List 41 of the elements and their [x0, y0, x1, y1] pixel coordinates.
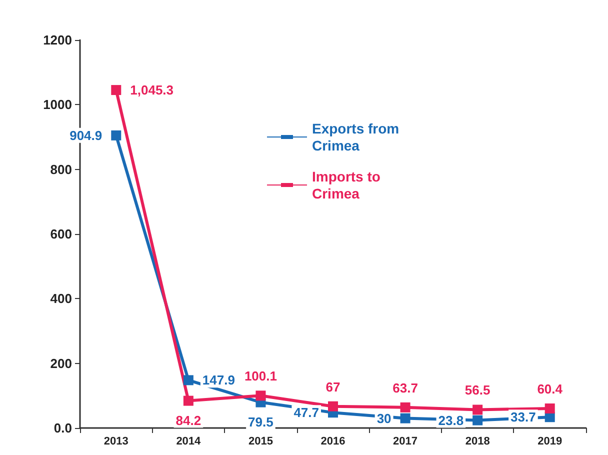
legend-label: Imports to Crimea: [312, 168, 384, 202]
x-tick-label: 2015: [248, 436, 273, 448]
point: [183, 375, 194, 386]
point: [183, 396, 194, 406]
point: [544, 403, 555, 414]
point: [400, 413, 410, 424]
data-label: 100.1: [244, 368, 277, 384]
legend-label: Exports from Crimea: [312, 120, 404, 154]
y-tick-label: 200: [50, 356, 72, 371]
point: [328, 401, 338, 412]
data-label: 79.5: [248, 414, 274, 430]
y-tick-label: 1200: [43, 32, 72, 48]
point: [111, 85, 122, 96]
data-label: 63.7: [392, 380, 418, 396]
y-tick-label: 600: [50, 226, 72, 242]
data-label: 67: [326, 379, 340, 394]
x-tick-label: 2018: [465, 436, 490, 448]
y-tick-label: 1000: [43, 97, 72, 112]
x-tick-label: 2017: [393, 436, 418, 448]
point: [256, 390, 266, 401]
data-label: 47.7: [294, 405, 319, 420]
data-label: 23.8: [438, 412, 464, 428]
data-label: 33.7: [510, 410, 536, 425]
data-label: 147.9: [202, 372, 235, 388]
x-tick-label: 2014: [176, 436, 202, 448]
point: [472, 404, 483, 415]
y-tick-label: 800: [50, 162, 72, 177]
point: [472, 415, 483, 426]
data-label: 84.2: [176, 412, 202, 428]
x-tick-label: 2013: [104, 436, 128, 448]
y-tick-label: 0.0: [54, 420, 72, 436]
x-tick-label: 2016: [320, 436, 346, 448]
point: [111, 130, 122, 140]
data-label: 904.9: [70, 128, 102, 143]
data-label: 60.4: [537, 381, 564, 396]
x-tick-label: 2019: [538, 436, 562, 448]
data-label: 1,045.3: [130, 82, 174, 98]
point: [400, 402, 410, 412]
data-label: 30: [376, 410, 392, 426]
y-tick-label: 400: [50, 291, 72, 306]
data-label: 56.5: [464, 382, 490, 398]
